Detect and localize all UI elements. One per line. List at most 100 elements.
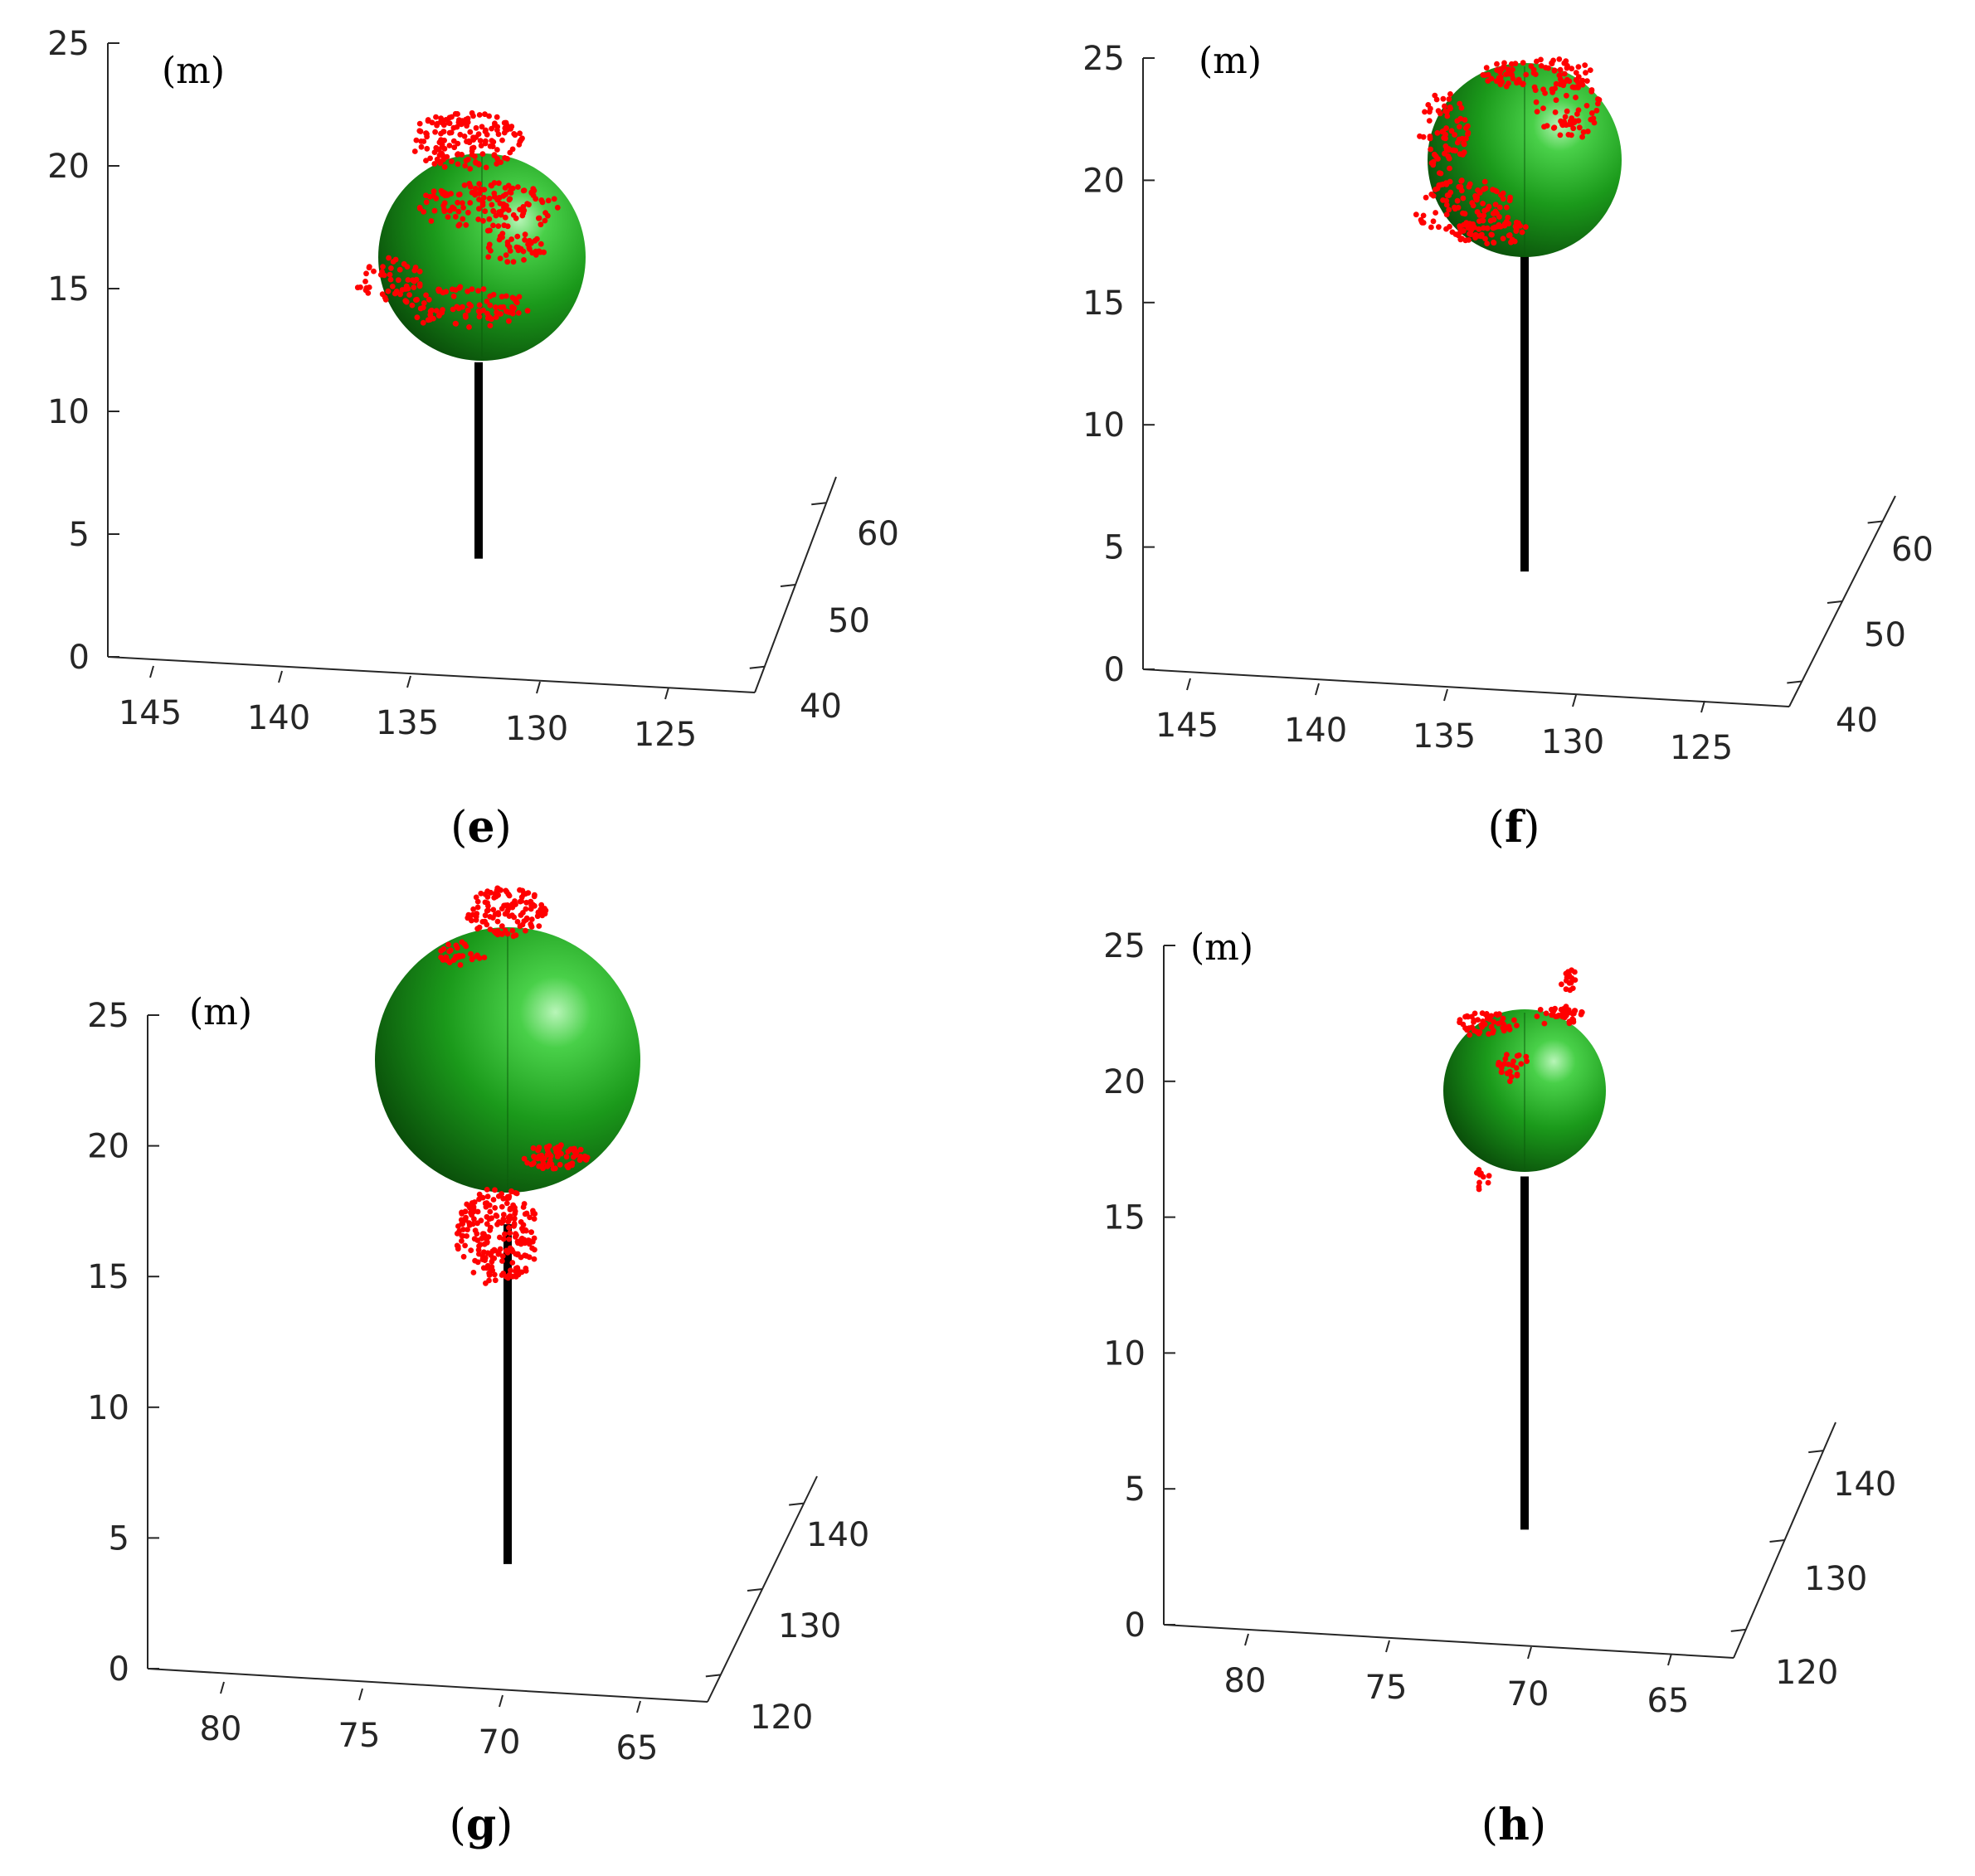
lidar-point: [492, 193, 498, 200]
lidar-point: [416, 268, 423, 275]
lidar-point: [500, 1212, 507, 1217]
panel-caption: (g): [450, 1800, 513, 1850]
lidar-point: [1427, 134, 1433, 139]
lidar-point: [1552, 85, 1558, 91]
lidar-point: [1540, 105, 1546, 111]
lidar-point: [416, 281, 423, 287]
lidar-point: [1497, 66, 1504, 73]
lidar-point: [523, 915, 530, 921]
lidar-point: [1505, 214, 1511, 221]
lidar-point: [1496, 1020, 1501, 1027]
lidar-point: [1504, 204, 1510, 211]
lidar-point: [1486, 1031, 1492, 1038]
lidar-point: [511, 1215, 518, 1222]
lidar-point: [456, 221, 463, 228]
lidar-point: [482, 918, 488, 925]
lidar-point: [503, 252, 509, 258]
lidar-point: [466, 1220, 473, 1226]
lidar-point: [483, 164, 489, 171]
lidar-point: [482, 208, 489, 215]
x-tick-label: 130: [505, 710, 568, 748]
lidar-point: [1514, 1072, 1520, 1079]
lidar-point: [1556, 56, 1563, 62]
lidar-point: [416, 120, 423, 127]
lidar-point: [450, 306, 456, 313]
z-tick-label: 5: [109, 1519, 129, 1558]
lidar-point: [441, 207, 447, 213]
x-tick-label: 125: [1670, 729, 1733, 767]
lidar-point: [433, 114, 439, 120]
lidar-point: [431, 207, 438, 214]
lidar-point: [1538, 56, 1544, 63]
lidar-point: [455, 1246, 461, 1252]
lidar-point: [488, 182, 494, 188]
lidar-point: [1428, 224, 1434, 231]
lidar-point: [1508, 61, 1515, 67]
lidar-point: [1480, 217, 1486, 224]
lidar-point: [469, 286, 475, 292]
y-tick-mark: [1769, 1539, 1785, 1543]
x-axis-line: [107, 656, 756, 693]
lidar-point: [1495, 223, 1501, 230]
lidar-point: [1483, 65, 1490, 71]
lidar-point: [1413, 211, 1419, 218]
x-axis-line: [1163, 1624, 1734, 1659]
lidar-point: [1474, 1169, 1480, 1176]
lidar-point: [429, 307, 435, 313]
lidar-point: [476, 1251, 482, 1257]
lidar-point: [1498, 1065, 1505, 1071]
lidar-point: [1454, 197, 1461, 204]
lidar-point: [544, 1152, 551, 1158]
lidar-point: [532, 892, 538, 898]
lidar-point: [528, 916, 535, 922]
lidar-point: [420, 319, 426, 326]
lidar-point: [1498, 74, 1504, 80]
lidar-point: [506, 197, 513, 203]
lidar-point: [1433, 187, 1438, 192]
lidar-point: [1579, 81, 1586, 88]
lidar-point: [508, 236, 514, 242]
lidar-point: [1588, 110, 1595, 116]
lidar-point: [519, 135, 525, 142]
lidar-point: [382, 294, 388, 300]
lidar-point: [1579, 134, 1585, 140]
lidar-point: [472, 186, 479, 192]
lidar-point: [501, 129, 508, 136]
lidar-point: [1564, 92, 1569, 99]
lidar-point: [1442, 108, 1448, 114]
lidar-point: [1500, 190, 1506, 197]
lidar-point: [492, 122, 498, 129]
lidar-point: [515, 1240, 521, 1247]
lidar-point: [538, 197, 545, 203]
lidar-point: [550, 1165, 557, 1172]
lidar-point: [441, 164, 448, 170]
lidar-point: [462, 163, 469, 169]
lidar-point: [486, 195, 493, 202]
lidar-point: [470, 113, 476, 119]
lidar-point: [490, 207, 496, 214]
lidar-point: [1488, 75, 1495, 82]
lidar-point: [440, 153, 446, 159]
lidar-point: [411, 267, 418, 274]
lidar-point: [531, 1256, 538, 1262]
lidar-point: [1491, 1018, 1497, 1025]
lidar-point: [428, 218, 435, 224]
lidar-point: [1588, 87, 1595, 93]
lidar-point: [524, 308, 531, 314]
lidar-point: [1491, 216, 1497, 223]
lidar-point: [423, 158, 429, 164]
x-tick-mark: [406, 675, 411, 688]
lidar-point: [460, 1253, 467, 1260]
lidar-point: [485, 245, 492, 250]
lidar-point: [526, 202, 532, 208]
lidar-point: [476, 206, 482, 212]
lidar-point: [445, 214, 451, 220]
lidar-point: [493, 928, 499, 935]
lidar-point: [1448, 128, 1455, 134]
lidar-point: [467, 166, 474, 172]
panel-g: 0 5 10 15 20 25 80 75 70 65 120 130 140 (m) (g): [87, 885, 869, 1850]
lidar-point: [495, 223, 502, 229]
lidar-point: [1523, 1053, 1530, 1060]
lidar-point: [1483, 1011, 1490, 1017]
lidar-point: [455, 140, 461, 147]
